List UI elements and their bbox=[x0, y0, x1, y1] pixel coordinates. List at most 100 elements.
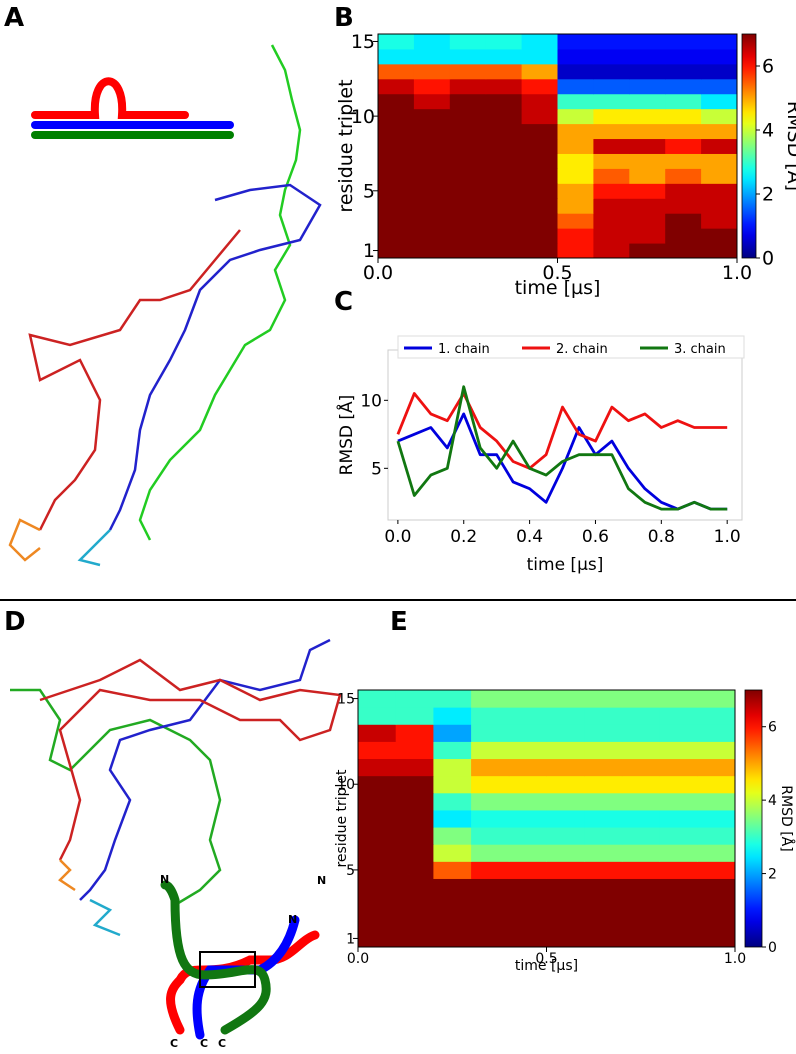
heatmap-cell bbox=[584, 827, 623, 845]
heatmap-cell bbox=[621, 878, 661, 897]
heatmap-cell bbox=[629, 34, 666, 50]
y-tick-label: 1 bbox=[346, 931, 355, 947]
heatmap-cell bbox=[378, 34, 415, 50]
heatmap-cell bbox=[629, 183, 666, 199]
legend-box bbox=[397, 335, 745, 359]
heatmap-cell bbox=[471, 775, 510, 794]
heatmap-cell bbox=[413, 198, 451, 214]
heatmap-cell bbox=[413, 34, 451, 50]
heatmap-cell bbox=[659, 758, 698, 777]
heatmap-cell bbox=[665, 63, 702, 80]
heatmap-cell bbox=[665, 123, 702, 140]
heatmap-cell bbox=[521, 153, 558, 169]
heatmap-cell bbox=[395, 861, 434, 879]
heatmap-cell bbox=[593, 183, 630, 199]
heatmap-cell bbox=[593, 48, 630, 65]
heatmap-cell bbox=[485, 228, 523, 244]
heatmap-cell bbox=[621, 724, 661, 742]
heatmap-cell bbox=[413, 168, 451, 184]
heatmap-cell bbox=[557, 228, 594, 244]
heatmap-cell bbox=[665, 183, 702, 199]
heatmap-cell bbox=[557, 153, 594, 169]
heatmap-cell bbox=[508, 844, 547, 862]
heatmap-cell bbox=[701, 48, 738, 65]
heatmap-cell bbox=[449, 63, 487, 80]
heatmap-cell bbox=[378, 108, 415, 125]
heatmap-cell bbox=[449, 48, 487, 65]
heatmap-cell bbox=[557, 34, 594, 50]
colorbar-label: RMSD [Å] bbox=[783, 101, 796, 191]
y-tick-label: 10 bbox=[360, 391, 382, 411]
heatmap-cell bbox=[629, 228, 666, 244]
heatmap-cell bbox=[413, 213, 451, 229]
heatmap-cell bbox=[508, 707, 547, 725]
colorbar-tick-label: 0 bbox=[762, 248, 774, 270]
heatmap-cell bbox=[433, 929, 472, 948]
heatmap-cell bbox=[485, 138, 523, 154]
molecule-a bbox=[8, 44, 322, 567]
heatmap-cell bbox=[433, 912, 472, 931]
heatmap-cell bbox=[378, 228, 415, 244]
heatmap-cell bbox=[485, 78, 523, 95]
heatmap-cell bbox=[378, 183, 415, 199]
heatmap-cell bbox=[471, 792, 510, 811]
heatmap-cell bbox=[629, 78, 666, 95]
heatmap-cell bbox=[433, 827, 472, 845]
heatmap-cell bbox=[665, 228, 702, 244]
heatmap-cell bbox=[433, 741, 472, 760]
x-axis-label: time [µs] bbox=[515, 958, 578, 974]
y-tick-label: 15 bbox=[351, 31, 375, 53]
heatmap-cell bbox=[593, 108, 630, 125]
heatmap-cell bbox=[629, 243, 666, 259]
heatmap-cell bbox=[701, 228, 738, 244]
x-tick-label: 0.4 bbox=[516, 527, 543, 547]
heatmap-cell bbox=[546, 724, 585, 742]
heatmap-cell bbox=[521, 138, 558, 154]
terminus-label: N bbox=[288, 913, 297, 926]
heatmap-cell bbox=[449, 93, 487, 110]
panel-label: B bbox=[334, 3, 354, 33]
heatmap-cell bbox=[629, 138, 666, 154]
heatmap-cell bbox=[395, 827, 434, 845]
heatmap-cell bbox=[659, 707, 698, 725]
heatmap-cell bbox=[521, 243, 558, 259]
y-tick-label: 5 bbox=[363, 180, 375, 202]
heatmap-cell bbox=[665, 168, 702, 184]
heatmap-cell bbox=[593, 138, 630, 154]
heatmap-cell bbox=[471, 724, 510, 742]
heatmap-cell bbox=[433, 878, 472, 897]
heatmap-cell bbox=[358, 844, 397, 862]
heatmap-cell bbox=[659, 690, 698, 708]
heatmap-cell bbox=[521, 63, 558, 80]
terminus-label: C bbox=[200, 1037, 208, 1050]
heatmap-cell bbox=[433, 895, 472, 914]
heatmap-cell bbox=[621, 895, 661, 914]
x-tick-label: 0.6 bbox=[582, 527, 609, 547]
heatmap-cell bbox=[584, 707, 623, 725]
heatmap-cell bbox=[378, 213, 415, 229]
heatmap-cell bbox=[395, 895, 434, 914]
heatmap-cell bbox=[449, 243, 487, 259]
heatmap-cell bbox=[471, 861, 510, 879]
x-tick-label: 0.5 bbox=[542, 262, 572, 284]
heatmap-cell bbox=[557, 198, 594, 214]
heatmap-cell bbox=[557, 213, 594, 229]
heatmap-cell bbox=[508, 895, 547, 914]
heatmap-cell bbox=[659, 724, 698, 742]
heatmap-cell bbox=[659, 809, 698, 828]
heatmap-cell bbox=[593, 34, 630, 50]
y-tick-label: 15 bbox=[337, 691, 355, 707]
heatmap-cell bbox=[546, 741, 585, 760]
heatmap-cell bbox=[395, 707, 434, 725]
heatmap-cell bbox=[485, 153, 523, 169]
heatmap-cell bbox=[378, 243, 415, 259]
heatmap-cell bbox=[584, 809, 623, 828]
heatmap-cell bbox=[449, 34, 487, 50]
heatmap-cell bbox=[413, 48, 451, 65]
series-line bbox=[396, 392, 728, 470]
heatmap-cell bbox=[621, 775, 661, 794]
heatmap-cell bbox=[621, 758, 661, 777]
heatmap-cell bbox=[697, 912, 736, 931]
heatmap-cell bbox=[471, 707, 510, 725]
heatmap-cell bbox=[433, 809, 472, 828]
